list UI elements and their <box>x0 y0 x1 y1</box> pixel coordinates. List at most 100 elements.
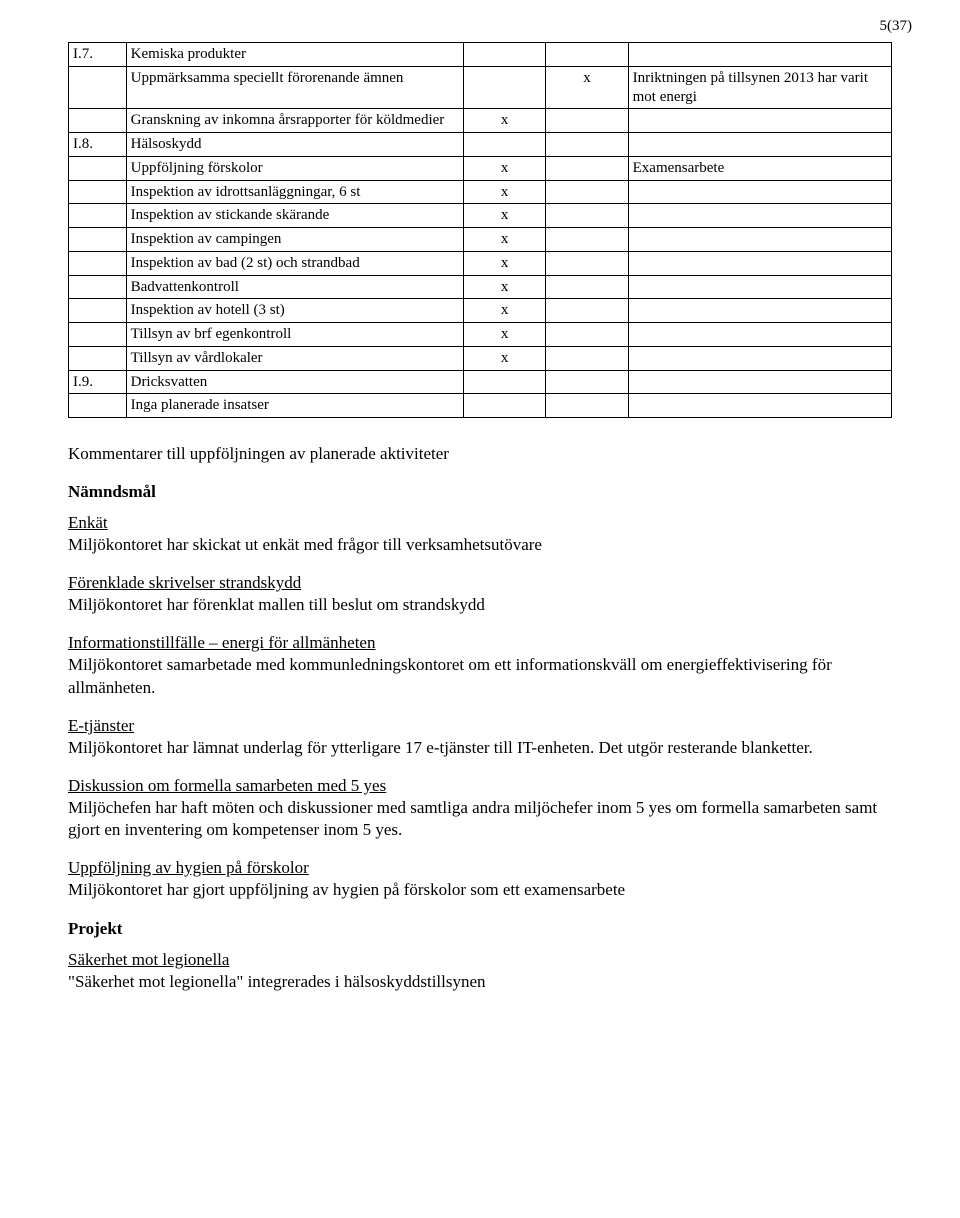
text-block: Uppföljning av hygien på förskolorMiljök… <box>68 857 892 901</box>
cell-c4 <box>546 156 628 180</box>
cell-c1 <box>69 346 127 370</box>
cell-c2: Inga planerade insatser <box>126 394 463 418</box>
table-row: Badvattenkontrollx <box>69 275 892 299</box>
table-row: Inspektion av hotell (3 st)x <box>69 299 892 323</box>
activity-table: I.7.Kemiska produkterUppmärksamma specie… <box>68 42 892 418</box>
cell-c5 <box>628 228 891 252</box>
table-row: Inga planerade insatser <box>69 394 892 418</box>
cell-c2: Granskning av inkomna årsrapporter för k… <box>126 109 463 133</box>
cell-c3: x <box>464 346 546 370</box>
cell-c5 <box>628 394 891 418</box>
text-block: Diskussion om formella samarbeten med 5 … <box>68 775 892 841</box>
cell-c4 <box>546 204 628 228</box>
cell-c3: x <box>464 180 546 204</box>
table-row: Inspektion av idrottsanläggningar, 6 stx <box>69 180 892 204</box>
cell-c5 <box>628 180 891 204</box>
table-row: Tillsyn av vårdlokalerx <box>69 346 892 370</box>
cell-c3 <box>464 43 546 67</box>
table-row: I.7.Kemiska produkter <box>69 43 892 67</box>
cell-c4 <box>546 346 628 370</box>
cell-c5 <box>628 323 891 347</box>
text-block: Informationstillfälle – energi för allmä… <box>68 632 892 698</box>
cell-c1 <box>69 228 127 252</box>
cell-c5: Inriktningen på tillsynen 2013 har varit… <box>628 66 891 109</box>
cell-c4 <box>546 251 628 275</box>
table-row: Inspektion av bad (2 st) och strandbadx <box>69 251 892 275</box>
text-block-body: Miljökontoret har lämnat underlag för yt… <box>68 738 813 757</box>
cell-c1 <box>69 275 127 299</box>
cell-c4 <box>546 180 628 204</box>
cell-c3: x <box>464 204 546 228</box>
table-row: Uppföljning förskolorxExamensarbete <box>69 156 892 180</box>
table-row: Inspektion av campingenx <box>69 228 892 252</box>
cell-c5 <box>628 204 891 228</box>
cell-c5 <box>628 109 891 133</box>
page-number: 5(37) <box>880 18 913 35</box>
cell-c1: I.8. <box>69 133 127 157</box>
cell-c1 <box>69 394 127 418</box>
text-block-title: Uppföljning av hygien på förskolor <box>68 858 309 877</box>
text-block-title: E-tjänster <box>68 716 134 735</box>
cell-c1 <box>69 156 127 180</box>
cell-c3 <box>464 370 546 394</box>
cell-c5 <box>628 299 891 323</box>
cell-c4 <box>546 370 628 394</box>
cell-c3 <box>464 133 546 157</box>
cell-c1: I.7. <box>69 43 127 67</box>
cell-c1 <box>69 323 127 347</box>
cell-c2: Tillsyn av vårdlokaler <box>126 346 463 370</box>
cell-c2: Inspektion av campingen <box>126 228 463 252</box>
table-row: Tillsyn av brf egenkontrollx <box>69 323 892 347</box>
cell-c2: Tillsyn av brf egenkontroll <box>126 323 463 347</box>
cell-c1: I.9. <box>69 370 127 394</box>
text-block: E-tjänster Miljökontoret har lämnat under… <box>68 715 892 759</box>
cell-c3: x <box>464 323 546 347</box>
cell-c1 <box>69 251 127 275</box>
cell-c3: x <box>464 228 546 252</box>
cell-c1 <box>69 204 127 228</box>
cell-c4 <box>546 275 628 299</box>
projekt-block-title: Säkerhet mot legionella <box>68 950 229 969</box>
cell-c1 <box>69 180 127 204</box>
text-block-title: Diskussion om formella samarbeten med 5 … <box>68 776 386 795</box>
text-block: Enkät Miljökontoret har skickat ut enkät … <box>68 512 892 556</box>
cell-c3: x <box>464 299 546 323</box>
cell-c3 <box>464 66 546 109</box>
cell-c5 <box>628 251 891 275</box>
cell-c4: x <box>546 66 628 109</box>
cell-c2: Hälsoskydd <box>126 133 463 157</box>
cell-c4 <box>546 299 628 323</box>
table-row: Inspektion av stickande skärandex <box>69 204 892 228</box>
cell-c5: Examensarbete <box>628 156 891 180</box>
text-block-body: Miljökontoret samarbetade med kommunledn… <box>68 655 832 696</box>
cell-c5 <box>628 43 891 67</box>
cell-c2: Dricksvatten <box>126 370 463 394</box>
text-block-body: Miljökontoret har förenklat mallen till … <box>68 595 485 614</box>
text-block-title: Informationstillfälle – energi för allmä… <box>68 633 375 652</box>
cell-c1 <box>69 109 127 133</box>
comments-heading: Kommentarer till uppföljningen av planer… <box>68 444 892 464</box>
text-block-body: Miljökontoret har skickat ut enkät med f… <box>68 535 542 554</box>
cell-c1 <box>69 299 127 323</box>
cell-c3: x <box>464 109 546 133</box>
projekt-block-body: "Säkerhet mot legionella" integrerades i… <box>68 972 486 991</box>
cell-c2: Inspektion av stickande skärande <box>126 204 463 228</box>
text-block-title: Enkät <box>68 513 108 532</box>
cell-c5 <box>628 275 891 299</box>
table-row: Uppmärksamma speciellt förorenande ämnen… <box>69 66 892 109</box>
namndsmal-heading: Nämndsmål <box>68 482 892 502</box>
cell-c3: x <box>464 275 546 299</box>
cell-c5 <box>628 346 891 370</box>
cell-c5 <box>628 133 891 157</box>
cell-c2: Inspektion av idrottsanläggningar, 6 st <box>126 180 463 204</box>
text-block-body: Miljöchefen har haft möten och diskussio… <box>68 798 877 839</box>
cell-c2: Kemiska produkter <box>126 43 463 67</box>
cell-c2: Uppmärksamma speciellt förorenande ämnen <box>126 66 463 109</box>
text-block-title: Förenklade skrivelser strandskydd <box>68 573 301 592</box>
cell-c5 <box>628 370 891 394</box>
cell-c4 <box>546 394 628 418</box>
cell-c4 <box>546 109 628 133</box>
table-row: I.8.Hälsoskydd <box>69 133 892 157</box>
cell-c4 <box>546 133 628 157</box>
text-block: Förenklade skrivelser strandskydd Miljöko… <box>68 572 892 616</box>
